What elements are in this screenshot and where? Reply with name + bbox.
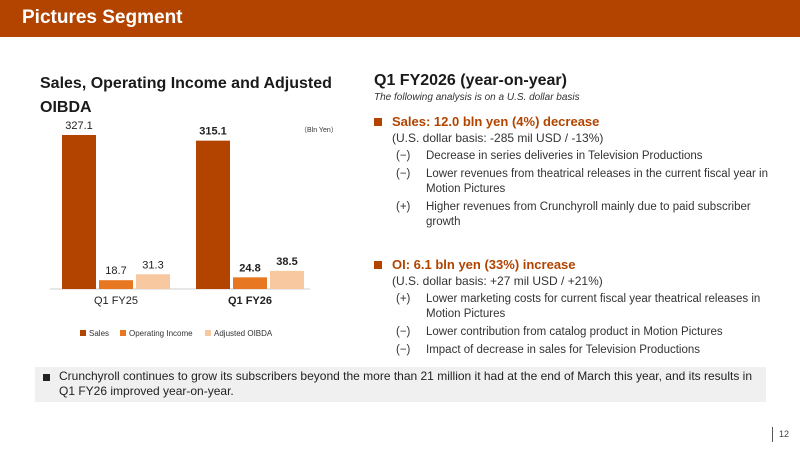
footer-note-box: Crunchyroll continues to grow its subscr… [35,367,766,402]
legend-swatch [80,330,86,336]
oi-heading: OI: 6.1 bln yen (33%) increase [374,257,774,273]
bar-operating-income [233,277,267,289]
analysis-subtitle: The following analysis is on a U.S. doll… [374,92,580,103]
sales-heading: Sales: 12.0 bln yen (4%) decrease [374,114,774,130]
bar-adjusted-oibda [270,270,304,289]
item-marker: (+) [396,293,411,305]
bar-value-label: 31.3 [142,259,163,271]
oi-basis: (U.S. dollar basis: +27 mil USD / +21%) [392,274,603,288]
oi-heading-text: OI: 6.1 bln yen (33%) increase [392,257,576,272]
sales-heading-text: Sales: 12.0 bln yen (4%) decrease [392,114,600,129]
item-marker: (−) [396,326,411,338]
item-text: Higher revenues from Crunchyroll mainly … [426,201,751,228]
slide-title: Pictures Segment [22,7,183,28]
bar-value-label: 38.5 [276,256,297,268]
item-text: Lower contribution from catalog product … [426,326,723,338]
legend-label: Adjusted OIBDA [214,329,273,338]
bar-value-label: 24.8 [239,262,260,274]
sales-basis: (U.S. dollar basis: -285 mil USD / -13%) [392,131,604,145]
item-text: Decrease in series deliveries in Televis… [426,150,703,162]
item-text: Lower marketing costs for current fiscal… [426,293,761,320]
legend-label: Operating Income [129,329,193,338]
bar-adjusted-oibda [136,274,170,289]
bar-sales [196,140,230,289]
sales-item: (+) Higher revenues from Crunchyroll mai… [374,200,774,230]
bar-value-label: 315.1 [199,126,227,138]
analysis-title: Q1 FY2026 (year-on-year) [374,72,567,89]
legend-swatch [120,330,126,336]
analysis-panel: Q1 FY2026 (year-on-year) The following a… [374,72,774,356]
item-marker: (+) [396,201,411,213]
unit-note: （Bln Yen） [300,127,338,134]
oi-section: OI: 6.1 bln yen (33%) increase (U.S. dol… [374,257,774,358]
bar-sales [62,135,96,289]
item-text: Lower revenues from theatrical releases … [426,168,768,195]
square-bullet-icon [43,374,50,381]
item-marker: (−) [396,168,411,180]
category-label: Q1 FY26 [228,295,272,307]
square-bullet-icon [374,261,382,269]
bar-value-label: 327.1 [65,120,93,132]
item-text: Impact of decrease in sales for Televisi… [426,344,701,356]
legend-swatch [205,330,211,336]
square-bullet-icon [374,118,382,126]
bar-value-label: 18.7 [105,265,126,277]
oi-item: (+) Lower marketing costs for current fi… [374,292,774,322]
sales-item: (−) Lower revenues from theatrical relea… [374,167,774,197]
item-marker: (−) [396,150,411,162]
page-number: 12 [779,429,790,439]
sales-item: (−) Decrease in series deliveries in Tel… [374,149,774,164]
bar-operating-income [99,280,133,289]
legend-label: Sales [89,329,109,338]
category-label: Q1 FY25 [94,295,138,307]
footer-note: Crunchyroll continues to grow its subscr… [59,369,753,398]
chart-title: Sales, Operating Income and Adjusted OIB… [40,75,332,116]
page-divider [772,427,773,442]
sales-section: Sales: 12.0 bln yen (4%) decrease (U.S. … [374,114,774,230]
header-bar: Pictures Segment [0,0,800,37]
oi-item: (−) Impact of decrease in sales for Tele… [374,343,774,358]
oi-item: (−) Lower contribution from catalog prod… [374,325,774,340]
item-marker: (−) [396,344,411,356]
